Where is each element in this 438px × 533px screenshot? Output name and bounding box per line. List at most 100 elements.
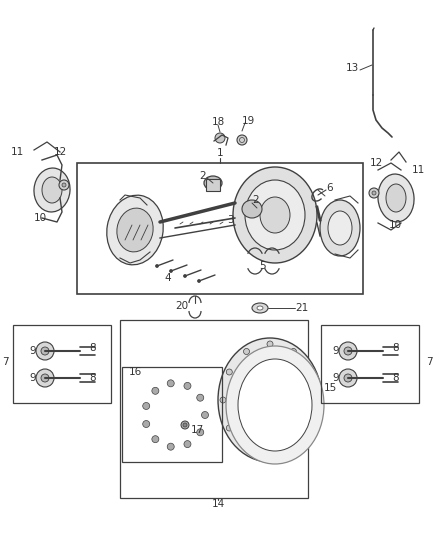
Circle shape (344, 374, 352, 382)
Ellipse shape (328, 211, 352, 245)
Text: 7: 7 (426, 357, 432, 367)
Circle shape (197, 429, 204, 436)
Ellipse shape (257, 306, 263, 310)
Text: 8: 8 (90, 373, 96, 383)
Circle shape (372, 191, 376, 195)
Circle shape (143, 402, 150, 409)
Circle shape (170, 270, 173, 272)
Text: 11: 11 (411, 165, 424, 175)
Circle shape (267, 453, 273, 459)
Circle shape (181, 421, 189, 429)
Bar (77, 163, 363, 294)
Text: 12: 12 (53, 147, 67, 157)
Text: 15: 15 (323, 383, 337, 393)
Circle shape (184, 382, 191, 390)
Ellipse shape (107, 195, 163, 265)
Circle shape (197, 394, 204, 401)
Ellipse shape (117, 208, 153, 252)
Circle shape (41, 374, 49, 382)
Bar (122, 367, 222, 462)
Text: 16: 16 (128, 367, 141, 377)
Ellipse shape (245, 180, 305, 250)
Text: 8: 8 (90, 343, 96, 353)
Circle shape (155, 264, 159, 268)
Text: 8: 8 (393, 373, 399, 383)
Ellipse shape (260, 197, 290, 233)
Circle shape (152, 387, 159, 394)
Text: 9: 9 (333, 346, 339, 356)
Bar (13, 325, 111, 403)
Circle shape (308, 425, 314, 431)
Ellipse shape (204, 176, 222, 190)
Circle shape (267, 341, 273, 347)
Text: 20: 20 (176, 301, 189, 311)
Ellipse shape (252, 303, 268, 313)
Ellipse shape (233, 167, 317, 263)
Circle shape (201, 411, 208, 418)
Circle shape (62, 183, 66, 187)
Circle shape (184, 441, 191, 448)
Circle shape (152, 435, 159, 443)
Text: 11: 11 (11, 147, 24, 157)
Text: 19: 19 (241, 116, 254, 126)
Circle shape (244, 349, 250, 354)
Text: 17: 17 (191, 425, 204, 435)
Text: 21: 21 (295, 303, 309, 313)
Ellipse shape (34, 168, 70, 212)
Circle shape (36, 369, 54, 387)
Ellipse shape (226, 346, 324, 464)
Ellipse shape (320, 200, 360, 256)
Circle shape (237, 135, 247, 145)
Circle shape (290, 446, 297, 451)
Circle shape (226, 369, 232, 375)
Circle shape (226, 425, 232, 431)
Ellipse shape (42, 177, 62, 203)
Circle shape (344, 347, 352, 355)
Circle shape (143, 421, 150, 427)
Circle shape (339, 369, 357, 387)
Circle shape (220, 397, 226, 403)
Circle shape (41, 347, 49, 355)
Bar (206, 179, 220, 191)
Circle shape (290, 349, 297, 354)
Circle shape (167, 443, 174, 450)
Circle shape (36, 342, 54, 360)
Text: 2: 2 (200, 171, 206, 181)
Text: 1: 1 (217, 148, 223, 158)
Text: 10: 10 (33, 213, 46, 223)
Circle shape (308, 369, 314, 375)
Ellipse shape (230, 350, 310, 450)
Ellipse shape (218, 338, 322, 462)
Bar (120, 320, 308, 498)
Circle shape (198, 279, 201, 282)
Ellipse shape (386, 184, 406, 212)
Text: 9: 9 (333, 373, 339, 383)
Circle shape (314, 397, 320, 403)
Text: 12: 12 (369, 158, 383, 168)
Text: 9: 9 (30, 373, 36, 383)
Ellipse shape (238, 359, 312, 451)
Text: 9: 9 (30, 346, 36, 356)
Text: 14: 14 (212, 499, 225, 509)
Circle shape (183, 423, 187, 427)
Circle shape (369, 188, 379, 198)
Text: 18: 18 (212, 117, 225, 127)
Circle shape (244, 446, 250, 451)
Circle shape (167, 380, 174, 387)
Ellipse shape (242, 200, 262, 218)
Text: 2: 2 (253, 195, 259, 205)
Text: 7: 7 (2, 357, 8, 367)
Text: 13: 13 (346, 63, 359, 73)
Text: 3: 3 (227, 215, 233, 225)
Circle shape (59, 180, 69, 190)
Ellipse shape (378, 174, 414, 222)
Circle shape (184, 274, 187, 278)
Circle shape (215, 133, 225, 143)
Bar (321, 325, 419, 403)
Text: 8: 8 (393, 343, 399, 353)
Text: 6: 6 (327, 183, 333, 193)
Text: 5: 5 (259, 261, 265, 271)
Text: 4: 4 (165, 273, 171, 283)
Text: 10: 10 (389, 220, 402, 230)
Circle shape (339, 342, 357, 360)
